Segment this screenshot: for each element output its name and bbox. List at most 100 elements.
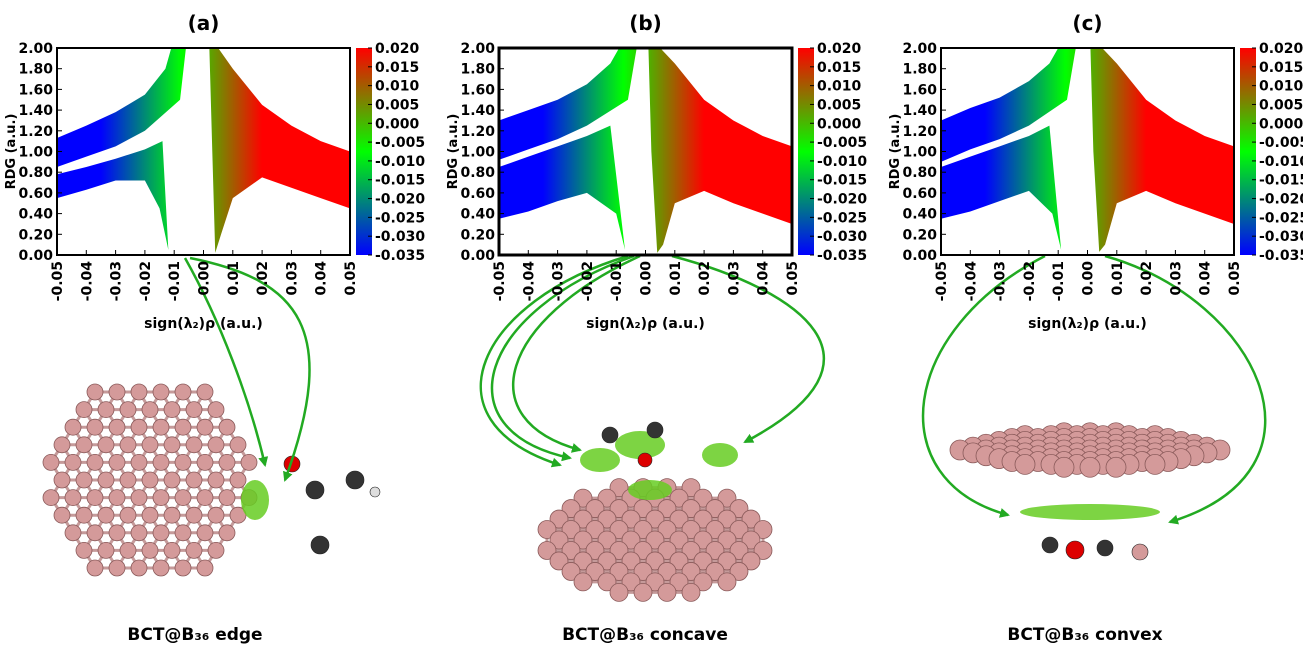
colorbar-tick-label: -0.015 xyxy=(1259,173,1303,189)
y-axis-label: RDG (a.u.) xyxy=(888,114,903,190)
colorbar-tick-label: 0.010 xyxy=(817,79,862,95)
caption: BCT@B₃₆ concave xyxy=(562,625,728,645)
atom xyxy=(219,490,235,506)
atom xyxy=(1054,457,1074,477)
y-tick-label: 0.40 xyxy=(18,207,53,223)
atom xyxy=(1066,541,1084,559)
atom xyxy=(120,507,136,523)
y-tick-label: 1.40 xyxy=(902,103,937,119)
atom xyxy=(109,560,125,576)
atom xyxy=(131,419,147,435)
atom xyxy=(54,507,70,523)
x-tick-label: -0.03 xyxy=(109,261,125,301)
atom xyxy=(197,384,213,400)
panel-title: (b) xyxy=(629,11,662,35)
atom xyxy=(131,560,147,576)
x-tick-label: -0.02 xyxy=(138,261,154,301)
y-tick-label: 0.80 xyxy=(902,165,937,181)
atom xyxy=(65,525,81,541)
atom xyxy=(98,402,114,418)
colorbar-tick-label: -0.030 xyxy=(817,229,867,245)
atom xyxy=(197,560,213,576)
atom xyxy=(98,437,114,453)
y-tick-label: 2.00 xyxy=(18,41,53,57)
atom xyxy=(43,454,59,470)
atom xyxy=(634,583,652,601)
atom xyxy=(186,402,202,418)
atom xyxy=(164,542,180,558)
atom xyxy=(76,542,92,558)
atom xyxy=(98,542,114,558)
atom xyxy=(638,453,652,467)
colorbar-tick-label: 0.020 xyxy=(375,41,420,57)
atom xyxy=(1132,544,1148,560)
atom xyxy=(186,437,202,453)
x-tick-label: 0.01 xyxy=(226,261,242,296)
x-tick-label: -0.02 xyxy=(1022,261,1038,301)
y-tick-label: 1.20 xyxy=(18,124,53,140)
atom xyxy=(87,560,103,576)
x-tick-label: 0.02 xyxy=(255,261,271,296)
x-tick-label: -0.01 xyxy=(1051,261,1067,301)
atom xyxy=(87,525,103,541)
colorbar-tick-label: -0.020 xyxy=(375,192,425,208)
atom xyxy=(175,384,191,400)
y-tick-label: 1.80 xyxy=(902,62,937,78)
atom xyxy=(120,402,136,418)
colorbar xyxy=(798,48,814,255)
x-tick-label: 0.02 xyxy=(1139,261,1155,296)
atom xyxy=(1145,454,1165,474)
atom xyxy=(153,525,169,541)
y-tick-label: 1.60 xyxy=(18,82,53,98)
atom xyxy=(658,583,676,601)
atom xyxy=(241,454,257,470)
atom xyxy=(54,472,70,488)
x-tick-label: -0.05 xyxy=(50,261,66,301)
x-tick-label: -0.02 xyxy=(580,261,596,301)
x-axis-label: sign(λ₂)ρ (a.u.) xyxy=(586,316,705,332)
y-tick-label: 0.00 xyxy=(902,248,937,264)
y-tick-label: 0.00 xyxy=(18,248,53,264)
y-tick-label: 0.20 xyxy=(902,227,937,243)
x-tick-label: -0.03 xyxy=(993,261,1009,301)
rdg-region xyxy=(648,48,792,253)
x-tick-label: -0.05 xyxy=(934,261,950,301)
panel: (c)0.000.200.400.600.801.001.201.401.601… xyxy=(888,11,1303,645)
x-tick-label: 0.02 xyxy=(697,261,713,296)
isosurface xyxy=(702,443,738,467)
y-tick-label: 0.60 xyxy=(460,186,495,202)
atom xyxy=(142,542,158,558)
atom xyxy=(219,454,235,470)
colorbar-tick-label: -0.030 xyxy=(375,229,425,245)
atom xyxy=(54,437,70,453)
y-tick-label: 0.40 xyxy=(902,207,937,223)
atom xyxy=(208,472,224,488)
colorbar-tick-label: 0.000 xyxy=(375,116,420,132)
atom xyxy=(142,402,158,418)
y-tick-label: 1.80 xyxy=(18,62,53,78)
atom xyxy=(109,454,125,470)
atom xyxy=(153,384,169,400)
colorbar-tick-label: 0.015 xyxy=(817,60,861,76)
colorbar-tick-label: 0.020 xyxy=(1259,41,1303,57)
colorbar-tick-label: -0.025 xyxy=(375,210,425,226)
y-tick-label: 0.60 xyxy=(902,186,937,202)
atom xyxy=(120,472,136,488)
atom xyxy=(164,437,180,453)
atom xyxy=(370,487,380,497)
atom xyxy=(230,437,246,453)
isosurface xyxy=(580,448,620,472)
atom xyxy=(87,454,103,470)
isosurface xyxy=(241,480,269,520)
atom xyxy=(142,437,158,453)
colorbar-tick-label: -0.005 xyxy=(375,135,425,151)
y-tick-label: 0.20 xyxy=(18,227,53,243)
colorbar-tick-label: -0.035 xyxy=(817,248,867,264)
x-tick-label: -0.01 xyxy=(167,261,183,301)
rdg-region xyxy=(1090,48,1234,252)
colorbar-tick-label: -0.015 xyxy=(375,173,425,189)
x-axis-label: sign(λ₂)ρ (a.u.) xyxy=(144,316,263,332)
y-axis-label: RDG (a.u.) xyxy=(4,114,19,190)
atom xyxy=(208,507,224,523)
atom xyxy=(602,427,618,443)
